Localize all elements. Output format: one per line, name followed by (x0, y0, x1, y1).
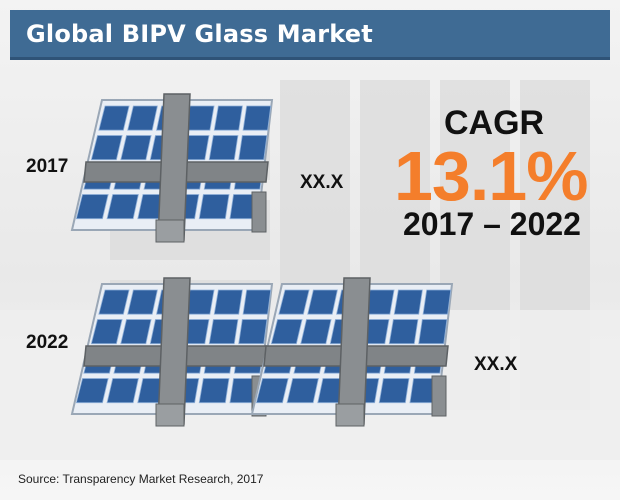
cagr-label: CAGR (444, 104, 545, 142)
value-label-2017: XX.X (300, 172, 344, 193)
chart-title: Global BIPV Glass Market (26, 20, 373, 48)
cagr-value: 13.1% (394, 137, 588, 215)
source-note: Source: Transparency Market Research, 20… (18, 472, 264, 486)
title-bar: Global BIPV Glass Market (10, 10, 610, 60)
category-label-2022: 2022 (26, 332, 69, 353)
solar-panel-icon-2022-1 (70, 277, 274, 427)
value-label-2022: XX.X (474, 354, 518, 375)
category-label-2017: 2017 (26, 156, 69, 177)
solar-panel-icon-2022-2 (250, 277, 454, 427)
solar-panel-icon-2017-1 (70, 93, 274, 243)
cagr-period: 2017 – 2022 (403, 206, 581, 242)
